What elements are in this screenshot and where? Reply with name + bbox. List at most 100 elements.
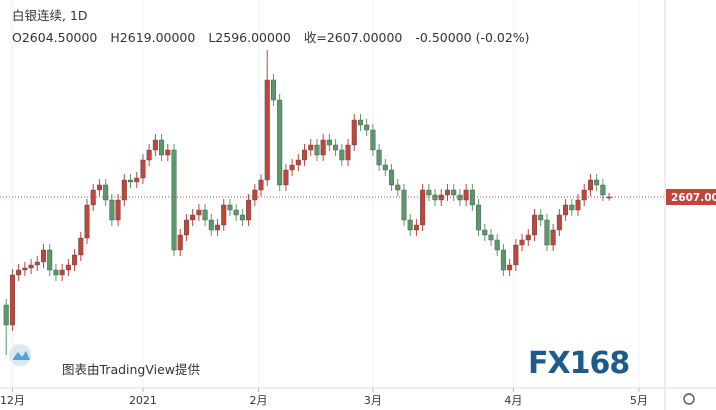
candle-body [500,249,506,271]
candle-body [451,189,457,196]
ohlc-legend: O2604.50000 H2619.00000 L2596.00000 收=2607.… [12,27,543,46]
candle-body [488,234,494,241]
candle-body [183,219,189,236]
candle-body [575,199,581,211]
candle-body [569,204,575,211]
last-price-box [666,189,716,205]
candle-body [587,179,593,191]
candle-body [382,164,388,171]
title: 白银连续, 1D [12,8,88,23]
tv-icon-shape [12,351,30,360]
candle-body [121,179,127,201]
candle-body [239,214,245,221]
candle-body [190,214,196,221]
candle-body [233,209,239,216]
candle-body [84,204,90,239]
candle-body [525,234,531,241]
candle-body [581,189,587,201]
candle-body [351,119,357,146]
candle-body [208,219,214,231]
candle-body [159,139,165,156]
candle-body [364,124,370,131]
candle-body [28,264,34,269]
candle-body [420,189,426,226]
candle-body [289,164,295,171]
candle-body [277,99,283,186]
candle-body [413,224,419,231]
candle-body [507,264,513,271]
x-tick-label: 2021 [129,394,157,407]
candle-body [326,139,332,146]
candle-body [600,184,606,196]
candle-body [407,219,413,231]
candle-body [264,79,270,181]
x-tick-label: 4月 [504,394,522,407]
candle-body [376,149,382,166]
candle-body [302,149,308,161]
candle-body [59,269,65,276]
candle-body [494,239,500,251]
candle-body [96,184,102,191]
candle-body [594,179,600,186]
candle-body [345,144,351,161]
candle-body [196,209,202,216]
candle-body [283,169,289,186]
symbol-title[interactable]: 白银连续, 1D [12,5,101,24]
candle-body [339,149,345,161]
candle-body [221,204,227,226]
candle-body [308,144,314,151]
candle-body [295,159,301,166]
x-tick-label: 5月 [630,394,648,407]
candle-body [333,144,339,151]
candle-body [370,129,376,151]
candle-body [538,214,544,221]
candle-body [140,159,146,179]
ohlc-value: 收=2607.00000 [303,30,403,45]
candle-body [531,214,537,236]
candle-body [103,184,109,201]
candle-body [72,254,78,266]
candle-body [134,177,140,183]
candle-body [426,189,432,196]
ohlc-value: -0.50000 (-0.02%) [415,30,530,45]
candle-body [270,79,276,101]
candle-body [215,224,221,231]
candle-body [9,274,15,326]
ohlc-value: L2596.00000 [208,30,291,45]
candle-body [165,149,171,156]
x-tick-label: 2月 [250,394,268,407]
ohlc-value: O2604.50000 [12,30,98,45]
candle-body [469,189,475,206]
candle-body [544,219,550,246]
ohlc-value: H2619.00000 [110,30,196,45]
x-tick-label: 12月 [0,394,25,407]
candle-body [556,214,562,231]
candle-body [395,184,401,191]
candle-body [463,189,469,201]
candle-body [16,269,22,276]
candle-body [389,169,395,186]
candle-body [258,179,264,191]
settings-icon[interactable] [683,393,695,405]
last-price-label: 2607.00 [671,192,716,204]
candle-body [563,204,569,216]
candle-body [401,189,407,221]
candle-body [476,204,482,231]
candle-body [65,264,71,271]
candle-body [41,249,47,263]
candle-body [128,179,134,183]
candle-body [252,189,258,201]
candle-body [246,199,252,221]
x-tick-label: 3月 [364,394,382,407]
candle-body [78,237,84,256]
candle-body [357,119,363,126]
candle-body [227,204,233,211]
candle-body [152,139,158,151]
candle-body [513,244,519,266]
candle-body [146,149,152,161]
candle-body [22,267,28,271]
candle-body [550,229,556,246]
candle-body [177,234,183,251]
candle-body [34,261,40,266]
